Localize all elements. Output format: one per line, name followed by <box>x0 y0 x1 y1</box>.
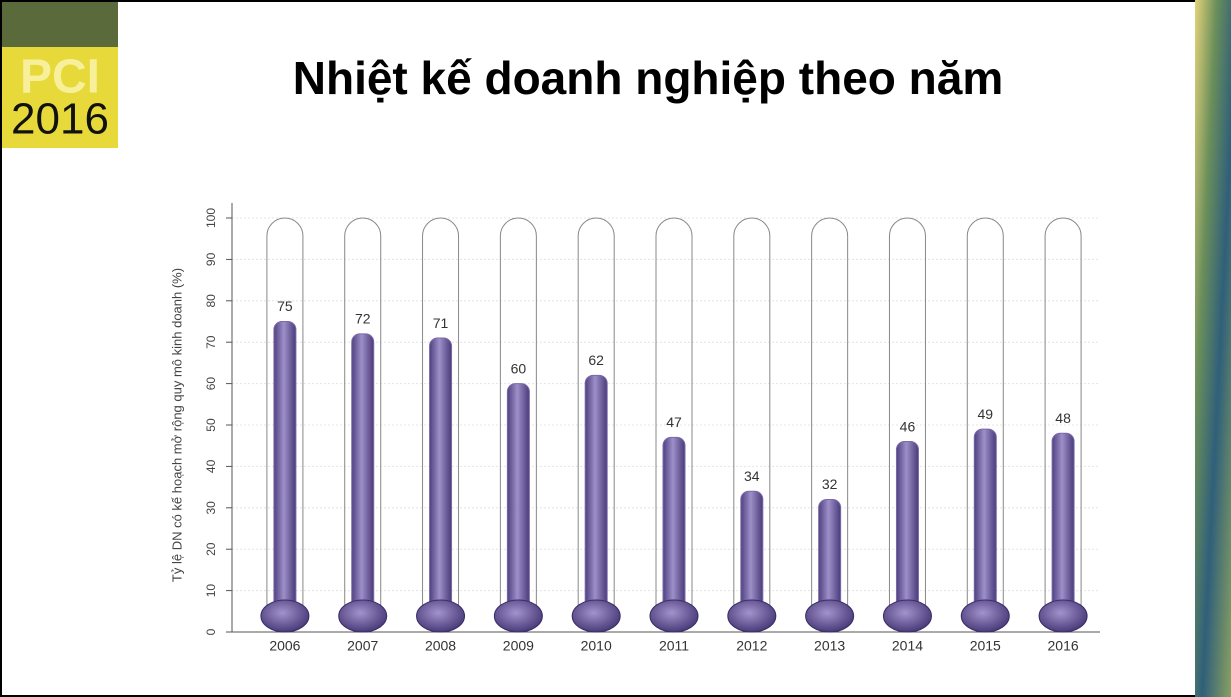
value-label: 75 <box>277 298 293 314</box>
bulb <box>416 599 466 633</box>
value-label: 71 <box>433 315 449 331</box>
y-tick-label: 10 <box>204 584 218 598</box>
bulb <box>1038 599 1088 633</box>
tube <box>344 217 382 614</box>
y-tick-label: 50 <box>204 418 218 432</box>
tube <box>811 217 849 614</box>
logo-year: 2016 <box>11 95 109 144</box>
chart-title: Nhiệt kế doanh nghiệp theo năm <box>293 52 1003 104</box>
y-tick-label: 20 <box>204 542 218 556</box>
x-tick-label: 2006 <box>269 638 300 654</box>
x-tick-label: 2016 <box>1048 638 1079 654</box>
tube <box>577 217 615 614</box>
x-tick-label: 2007 <box>347 638 378 654</box>
bar <box>740 490 764 617</box>
tube <box>888 217 926 614</box>
logo-brand: PCI <box>20 51 100 104</box>
x-tick-label: 2015 <box>970 638 1001 654</box>
bar <box>584 374 608 617</box>
y-axis-label: Tỷ lệ DN có kế hoạch mở rộng quy mô kinh… <box>169 268 184 582</box>
value-label: 46 <box>900 418 916 434</box>
bulb <box>882 599 932 633</box>
y-tick-label: 90 <box>204 252 218 266</box>
bar <box>818 499 842 617</box>
x-tick-label: 2012 <box>736 638 767 654</box>
x-tick-label: 2010 <box>581 638 612 654</box>
tube <box>266 217 304 614</box>
side-image <box>1195 0 1231 697</box>
bulb <box>960 599 1010 633</box>
value-label: 72 <box>355 311 371 327</box>
value-label: 34 <box>744 468 760 484</box>
y-tick-label: 70 <box>204 335 218 349</box>
bar <box>662 436 686 617</box>
value-label: 62 <box>588 352 604 368</box>
bar <box>895 441 919 617</box>
x-tick-label: 2008 <box>425 638 456 654</box>
bulb <box>260 599 310 633</box>
value-label: 32 <box>822 476 838 492</box>
y-tick-label: 0 <box>204 628 218 635</box>
bulb <box>338 599 388 633</box>
tube <box>1044 217 1082 614</box>
bulb <box>493 599 543 633</box>
x-tick-label: 2011 <box>659 638 689 654</box>
bar <box>973 428 997 617</box>
value-label: 49 <box>977 406 993 422</box>
logo-photo <box>2 2 118 47</box>
y-tick-label: 30 <box>204 501 218 515</box>
value-label: 60 <box>511 360 527 376</box>
tube <box>499 217 537 614</box>
bar <box>1051 432 1075 617</box>
x-tick-label: 2013 <box>814 638 845 654</box>
y-tick-label: 40 <box>204 459 218 473</box>
tube <box>733 217 771 614</box>
y-tick-label: 100 <box>204 208 218 228</box>
y-tick-label: 80 <box>204 294 218 308</box>
bulb <box>571 599 621 633</box>
tube <box>655 217 693 614</box>
x-tick-label: 2009 <box>503 638 534 654</box>
tube <box>966 217 1004 614</box>
bar <box>351 333 375 617</box>
bar <box>273 321 297 617</box>
bulb <box>805 599 855 633</box>
value-label: 48 <box>1055 410 1071 426</box>
x-tick-label: 2014 <box>892 638 923 654</box>
y-tick-label: 60 <box>204 377 218 391</box>
value-label: 47 <box>666 414 682 430</box>
bulb <box>649 599 699 633</box>
bar <box>429 337 453 617</box>
bulb <box>727 599 777 633</box>
tube <box>422 217 460 614</box>
bar <box>506 383 530 617</box>
